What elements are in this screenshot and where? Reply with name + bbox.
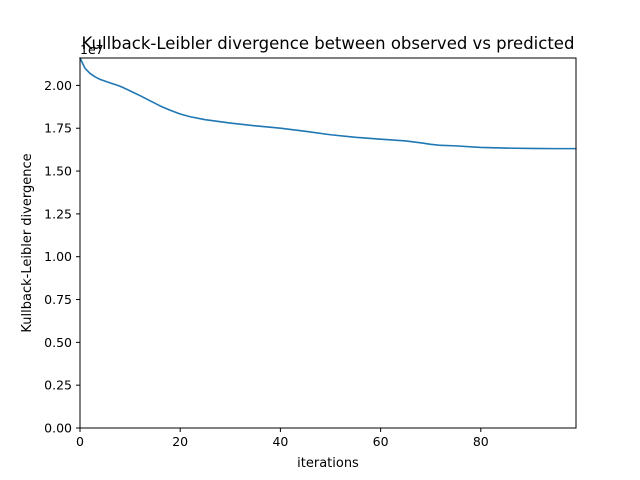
plot-frame [79,57,577,429]
y-tick-label: 1.25 [44,206,72,221]
y-tick-label: 1.00 [44,249,72,264]
y-tick-label: 0.00 [44,421,72,436]
x-tick-label: 60 [373,434,389,449]
x-axis-label: iterations [297,456,359,471]
plot-area [80,58,576,428]
series-line-0 [79,57,577,150]
x-tick-label: 20 [172,434,188,449]
y-tick-label: 0.75 [44,292,72,307]
series-layer [79,57,577,150]
x-tick-label: 40 [272,434,288,449]
y-tick-label: 2.00 [44,78,72,93]
y-tick-label: 0.25 [44,378,72,393]
chart-title: Kullback-Leibler divergence between obse… [82,34,575,53]
y-tick-label: 1.50 [44,164,72,179]
y-tick-label: 1.75 [44,121,72,136]
y-axis-ticks: 0.00 0.25 0.50 0.75 1.00 1.25 1.50 1.75 2.00 [44,78,80,436]
x-tick-label: 0 [76,434,84,449]
x-axis-ticks: 0 20 40 60 80 [76,428,489,449]
y-offset-label: 1e7 [80,42,104,57]
y-tick-label: 0.50 [44,335,72,350]
y-axis-label: Kullback-Leibler divergence [20,153,35,332]
x-tick-label: 80 [473,434,489,449]
